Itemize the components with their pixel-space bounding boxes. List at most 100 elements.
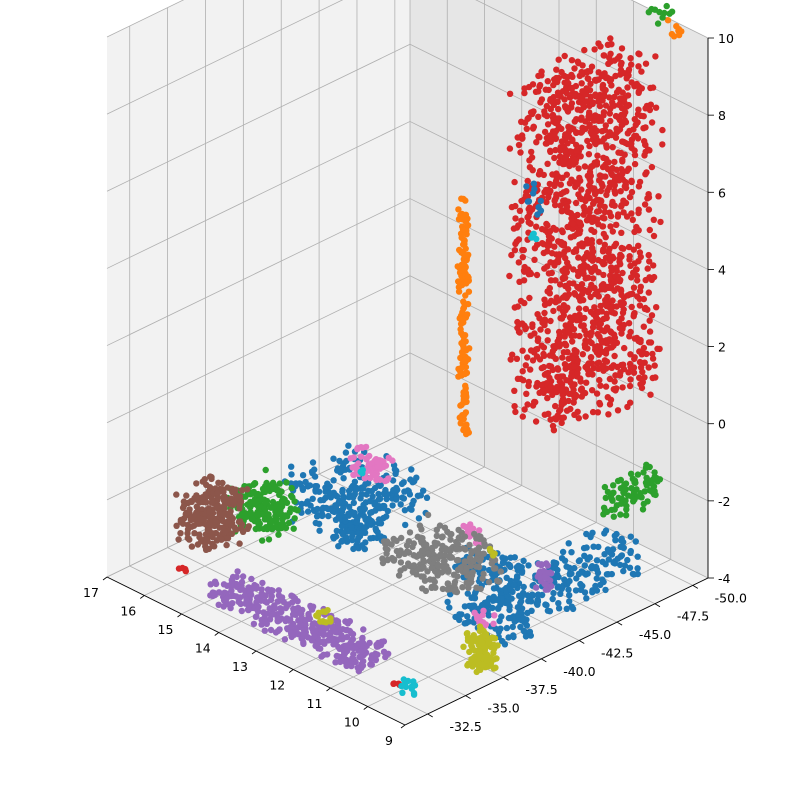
data-point — [388, 541, 395, 548]
data-point — [578, 68, 585, 76]
data-point — [600, 315, 607, 323]
data-point — [543, 112, 551, 120]
data-point — [544, 160, 551, 167]
data-point — [545, 194, 552, 201]
data-point — [477, 585, 484, 593]
data-point — [597, 43, 604, 50]
data-point — [409, 568, 416, 576]
data-point — [625, 320, 633, 327]
data-point — [627, 470, 635, 477]
data-point — [488, 560, 495, 567]
data-point — [224, 484, 231, 491]
data-point — [255, 510, 262, 518]
data-point — [332, 659, 339, 666]
data-point — [571, 564, 578, 572]
data-point — [252, 499, 260, 507]
data-point — [588, 565, 596, 572]
data-point — [581, 341, 588, 348]
data-point — [385, 454, 392, 461]
data-point — [547, 187, 554, 195]
data-point — [557, 590, 564, 597]
data-point — [499, 554, 506, 561]
data-point — [269, 498, 277, 506]
data-point — [583, 98, 591, 105]
data-point — [236, 540, 243, 547]
data-point — [652, 104, 660, 111]
data-point — [476, 614, 483, 621]
data-point — [288, 484, 295, 492]
data-point — [590, 200, 597, 207]
data-point — [568, 100, 576, 107]
data-point — [461, 237, 468, 244]
data-point — [537, 326, 544, 333]
data-point — [563, 377, 570, 384]
data-point — [627, 533, 634, 540]
data-point — [616, 258, 623, 265]
data-point — [332, 502, 339, 509]
x-tick-label: 14 — [195, 641, 211, 656]
data-point — [560, 414, 567, 421]
data-point — [549, 348, 556, 355]
data-point — [589, 387, 596, 394]
data-point — [579, 128, 586, 135]
data-point — [383, 538, 391, 545]
data-point — [611, 93, 618, 101]
data-point — [650, 232, 658, 240]
data-point — [607, 223, 614, 230]
data-point — [613, 385, 620, 392]
data-point — [291, 506, 299, 513]
data-point — [362, 480, 369, 488]
data-point — [410, 562, 418, 569]
data-point — [648, 5, 655, 13]
data-point — [578, 80, 585, 87]
data-point — [601, 530, 608, 537]
data-point — [578, 240, 585, 247]
data-point — [522, 633, 530, 640]
data-point — [506, 272, 513, 280]
data-point — [311, 466, 318, 473]
data-point — [355, 640, 363, 647]
data-point — [608, 329, 615, 336]
data-point — [460, 316, 467, 323]
data-point — [547, 147, 554, 154]
data-point — [551, 154, 558, 162]
data-point — [516, 320, 523, 328]
data-point — [493, 655, 500, 662]
data-point — [653, 304, 660, 311]
data-point — [267, 596, 275, 604]
data-point — [631, 496, 638, 503]
data-point — [471, 609, 478, 616]
data-point — [335, 636, 343, 643]
data-point — [276, 617, 283, 624]
data-point — [593, 557, 601, 564]
y-tick-tick — [503, 676, 509, 681]
data-point — [607, 306, 615, 313]
data-point — [569, 136, 576, 143]
data-point — [650, 216, 657, 223]
data-point — [524, 401, 531, 408]
data-point — [564, 140, 571, 147]
data-point — [579, 351, 586, 358]
data-point — [455, 526, 462, 534]
data-point — [635, 106, 642, 113]
data-point — [582, 305, 590, 313]
data-point — [648, 312, 656, 319]
data-point — [244, 486, 251, 493]
data-point — [554, 566, 561, 574]
data-point — [606, 129, 613, 136]
data-point — [275, 592, 283, 599]
data-point — [643, 474, 650, 481]
y-tick-label: -45.0 — [639, 627, 671, 642]
data-point — [566, 592, 573, 599]
data-point — [303, 500, 310, 507]
data-point — [250, 481, 257, 488]
data-point — [275, 587, 282, 594]
data-point — [532, 398, 539, 406]
data-point — [609, 297, 616, 304]
data-point — [637, 253, 644, 261]
data-point — [627, 55, 634, 62]
data-point — [631, 160, 639, 168]
data-point — [593, 188, 600, 195]
data-point — [589, 99, 596, 106]
